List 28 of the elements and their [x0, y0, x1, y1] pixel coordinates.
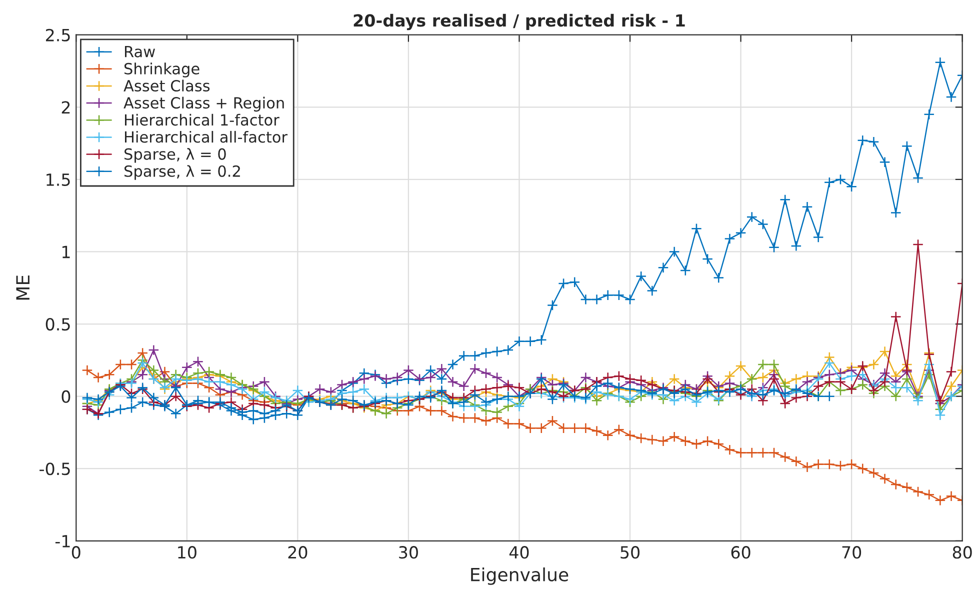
legend-label: Hierarchical all-factor	[124, 130, 288, 143]
legend-label: Asset Class	[124, 80, 210, 92]
legend-label: Asset Class + Region	[124, 96, 284, 112]
legend-label: Raw	[124, 46, 155, 58]
x-tick-label: 10	[178, 546, 196, 559]
y-axis-title: ME	[16, 276, 30, 300]
y-tick-label: 0	[62, 390, 70, 403]
x-tick-label: 50	[620, 546, 640, 559]
y-tick-label: 0.5	[46, 318, 70, 331]
y-tick-label: -1	[55, 535, 70, 548]
legend-label: Sparse, λ = 0.2	[124, 165, 240, 180]
x-tick-label: 60	[731, 546, 750, 559]
legend-label: Shrinkage	[124, 62, 200, 78]
x-tick-label: 0	[72, 546, 80, 559]
y-tick-label: 2	[62, 101, 70, 114]
y-tick-label: 2.5	[46, 28, 70, 42]
x-tick-label: 20	[288, 546, 308, 559]
chart-title: 20-days realised / predicted risk - 1	[354, 14, 685, 30]
legend-label: Sparse, λ = 0	[124, 148, 226, 163]
x-tick-label: 30	[399, 546, 418, 559]
legend-label: Hierarchical 1-factor	[124, 114, 280, 126]
x-axis-title: Eigenvalue	[471, 567, 568, 585]
x-tick-label: 70	[842, 546, 862, 559]
x-tick-label: 80	[952, 546, 972, 559]
y-tick-label: 1.5	[46, 174, 70, 186]
y-tick-label: 1	[62, 246, 70, 258]
x-tick-label: 40	[509, 546, 529, 559]
y-tick-label: -0.5	[40, 462, 70, 476]
